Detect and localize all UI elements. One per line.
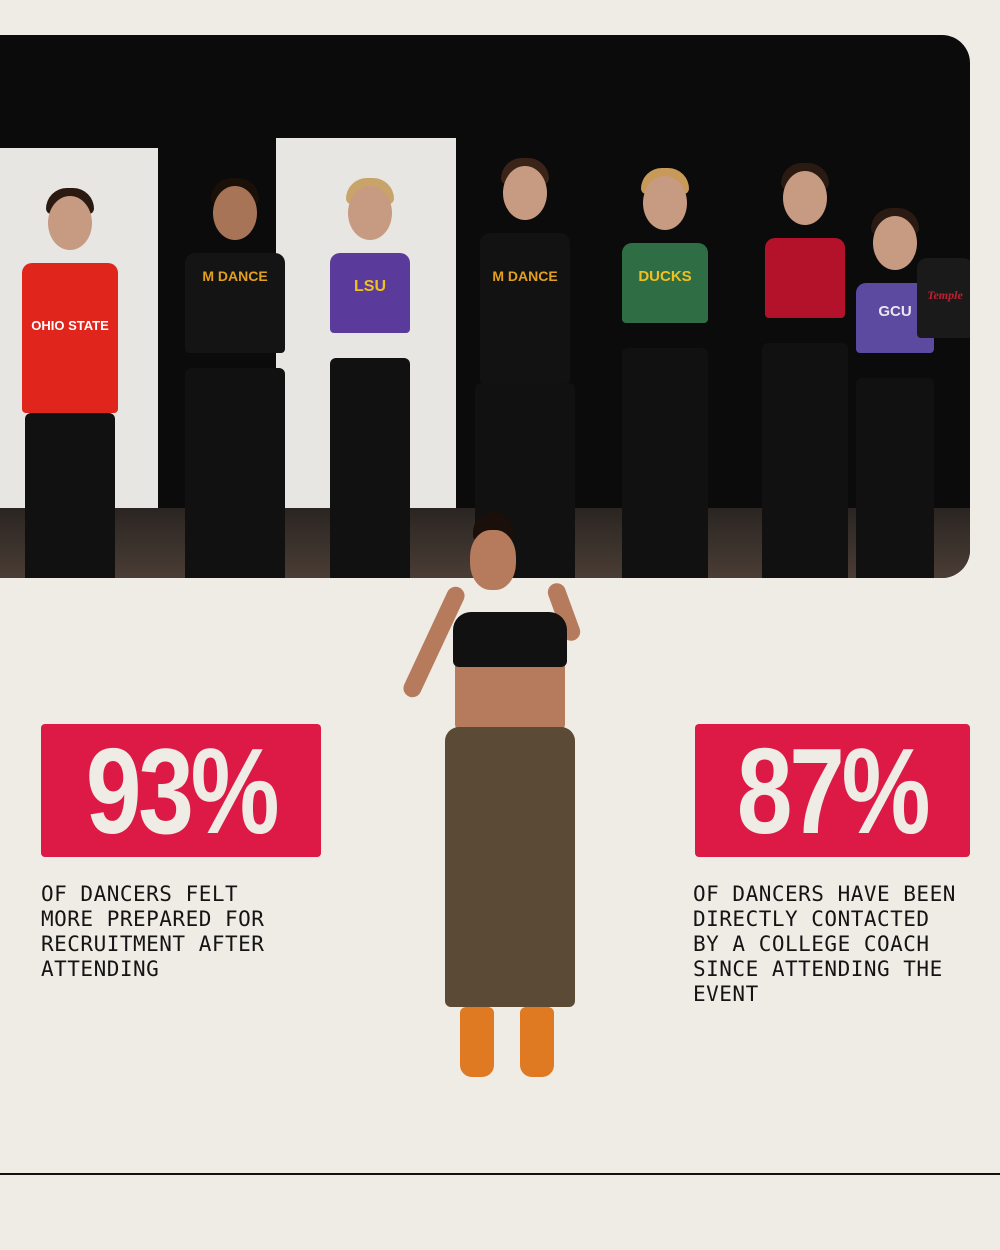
dancer: DUCKS [610, 168, 720, 578]
stat-description: OF DANCERS HAVE BEEN DIRECTLY CONTACTED … [693, 882, 956, 1006]
dancer: LSU [320, 178, 420, 578]
dancer: M DANCE [170, 178, 300, 578]
stat-badge-prepared: 93% [41, 724, 321, 857]
stat-description: OF DANCERS FELT MORE PREPARED FOR RECRUI… [41, 882, 265, 981]
dancer: OHIO STATE [10, 188, 130, 578]
stat-value: 93% [85, 722, 280, 859]
stat-value: 87% [737, 722, 931, 859]
dancer [750, 163, 860, 578]
stat-badge-contacted: 87% [695, 724, 970, 857]
divider [0, 1173, 1000, 1175]
dancers-group-photo: OHIO STATE M DANCE LSU M DANCE DUCKS GCU [0, 35, 970, 578]
dancer: Temple [915, 198, 970, 578]
featured-dancer-cutout [385, 512, 600, 1082]
